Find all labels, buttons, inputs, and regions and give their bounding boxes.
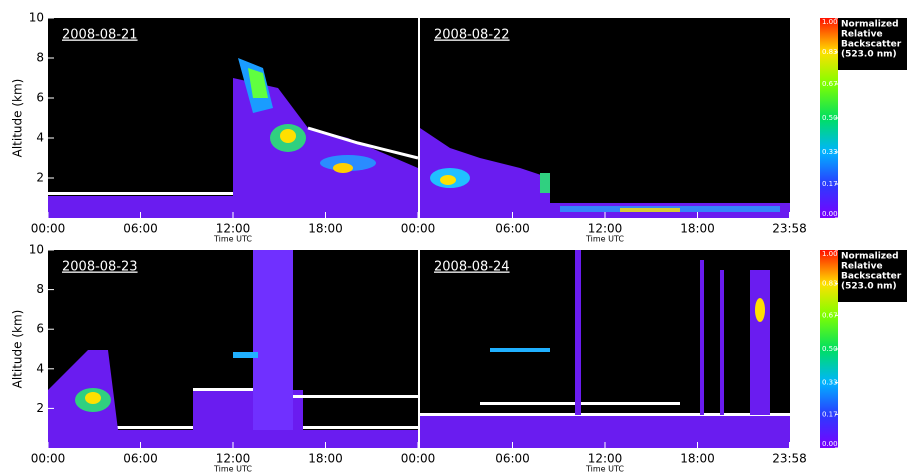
colorbar-title: Normalized [841,252,899,262]
colorbar-tick-label: 0.00 [822,210,838,218]
y-tick-label: 10 [29,243,44,257]
x-tick-label: 12:00 [216,222,251,236]
x-axis-label: Time UTC [585,235,624,244]
x-tick-label: 18:00 [680,222,715,236]
x-tick-label: 00:00 [31,222,66,236]
y-tick-label: 10 [29,11,44,25]
colorbar-title: Relative [841,30,883,40]
colorbar-tick-label: 1.00 [822,250,838,258]
colorbar-tick-label: 0.00 [822,440,838,448]
x-tick-label: 12:00 [588,452,623,466]
y-tick-label: 2 [36,401,44,415]
panel-date: 2008-08-23 [62,260,138,275]
y-axis-label: Altitude (km) [11,310,25,389]
figure: Altitude (km) 2 4 6 8 10 2008-08-21 Time UTC 00:… [0,0,907,475]
x-tick-label: 12:00 [588,222,623,236]
y-tick-label: 4 [36,131,44,145]
panel-date: 2008-08-24 [434,260,510,275]
x-tick-label: 06:00 [495,222,530,236]
panel-date: 2008-08-21 [62,28,138,43]
x-tick-label: 00:00 [31,452,66,466]
x-axis-label: Time UTC [213,235,252,244]
x-axis-label: Time UTC [585,465,624,474]
y-tick-label: 8 [36,282,44,296]
x-tick-label: 23:58 [772,222,807,236]
y-tick-label: 6 [36,91,44,105]
y-axis-label: Altitude (km) [11,79,25,158]
x-tick-label: 18:00 [308,222,343,236]
colorbar-title: Relative [841,262,883,272]
x-tick-label: 06:00 [123,452,158,466]
panel-date: 2008-08-22 [434,28,510,43]
x-tick-label: 18:00 [680,452,715,466]
colorbar-title: Backscatter [841,272,902,282]
x-tick-label: 23:58 [772,452,807,466]
y-tick-label: 2 [36,171,44,185]
colorbar-title: (523.0 nm) [841,282,897,292]
colorbar-title: (523.0 nm) [841,50,897,60]
x-tick-label: 12:00 [216,452,251,466]
y-tick-label: 4 [36,361,44,375]
y-tick-label: 6 [36,322,44,336]
colorbar-tick-label: 1.00 [822,18,838,26]
colorbar-title: Normalized [841,20,899,30]
x-tick-label: 06:00 [123,222,158,236]
y-tick-label: 8 [36,51,44,65]
colorbar-title: Backscatter [841,40,902,50]
x-tick-label: 00:00 [401,452,436,466]
x-tick-label: 06:00 [495,452,530,466]
x-tick-label: 18:00 [308,452,343,466]
x-tick-label: 00:00 [401,222,436,236]
x-axis-label: Time UTC [213,465,252,474]
